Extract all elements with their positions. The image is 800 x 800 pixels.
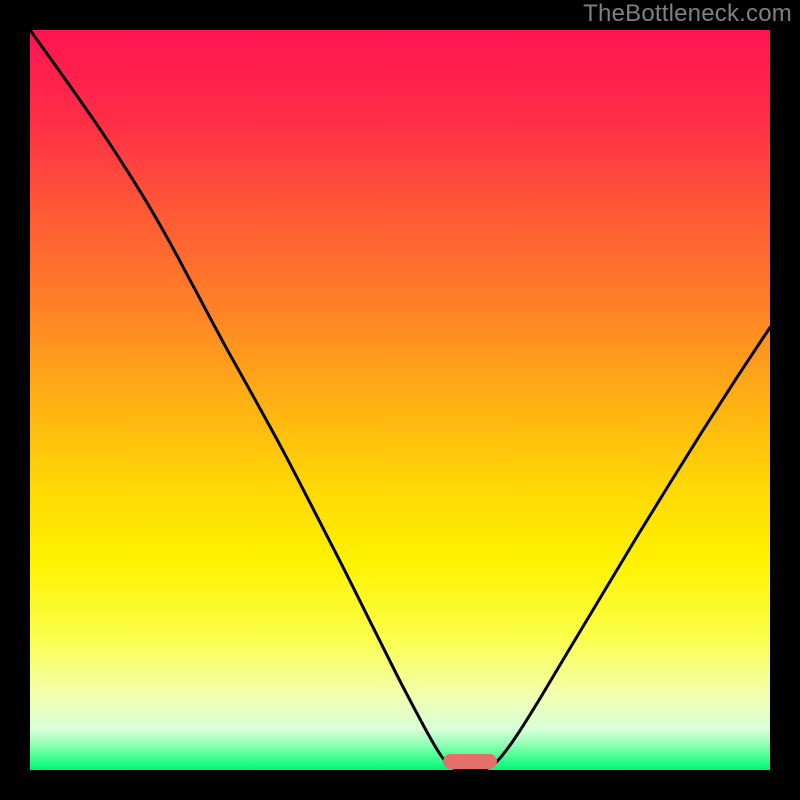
watermark-text: TheBottleneck.com bbox=[583, 0, 792, 28]
plot-area bbox=[30, 30, 770, 770]
chart-frame: TheBottleneck.com bbox=[0, 0, 800, 800]
bottleneck-curve bbox=[30, 30, 770, 770]
optimum-marker bbox=[443, 754, 497, 769]
